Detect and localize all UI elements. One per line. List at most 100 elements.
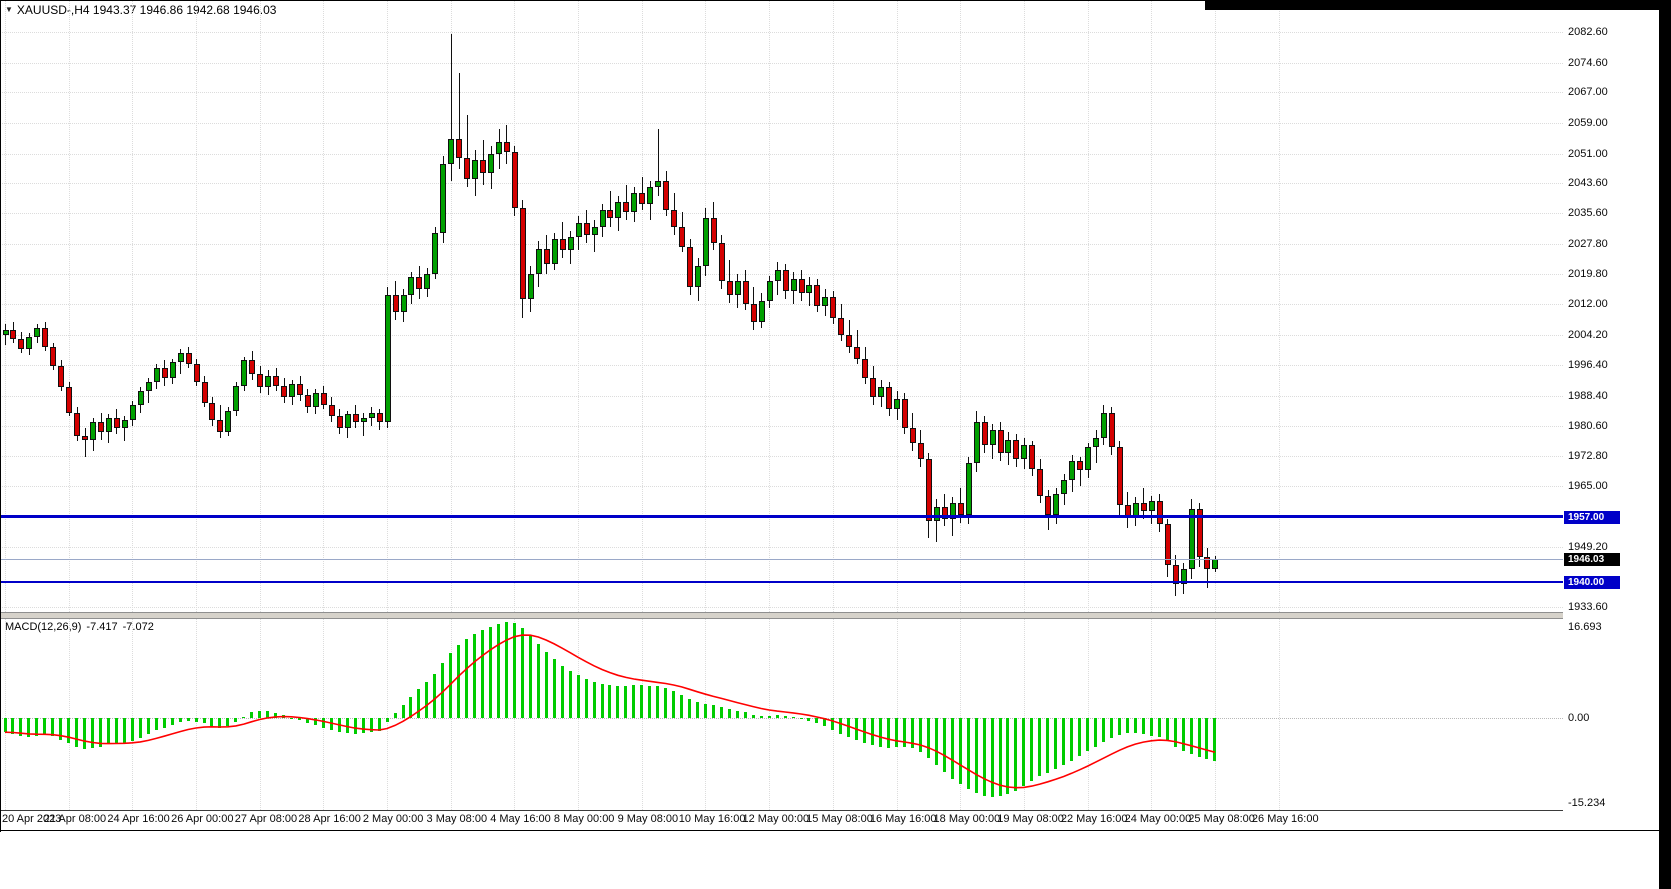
candle-body [575, 223, 582, 237]
macd-histogram-bar [1181, 717, 1185, 752]
macd-histogram-bar [727, 709, 731, 718]
candle-body [161, 368, 168, 378]
candle-body [663, 180, 670, 210]
candle-body [567, 236, 574, 251]
macd-histogram-bar [361, 717, 365, 734]
horizontal-gridline [0, 364, 1563, 366]
price-pane[interactable]: ▼ XAUUSD-,H4 1943.37 1946.86 1942.68 1946… [0, 0, 1563, 612]
macd-histogram-bar [305, 717, 309, 723]
macd-histogram-bar [608, 685, 612, 718]
candle-body [2, 329, 9, 336]
candle-body [217, 420, 224, 432]
time-axis[interactable]: 20 Apr 2023 21 Apr 08:00 24 Apr 16:00 26 Ap… [0, 811, 1563, 832]
macd-name: MACD(12,26,9) [5, 621, 82, 633]
vertical-gridline [1087, 0, 1089, 612]
candle-body [249, 360, 256, 374]
candle-wick [1079, 456, 1081, 486]
candle-body [312, 393, 319, 407]
macd-histogram-bar [242, 716, 246, 718]
macd-histogram-bar [353, 717, 357, 734]
horizontal-gridline [0, 213, 1563, 215]
macd-histogram-bar [19, 717, 23, 736]
macd-histogram-bar [624, 685, 628, 718]
macd-histogram-bar [321, 717, 325, 728]
macd-indicator-pane[interactable]: MACD(12,26,9) -7.417 -7.072 [0, 619, 1563, 810]
candle-body [209, 402, 216, 421]
price-axis-label: 2059.00 [1568, 117, 1608, 130]
macd-histogram-bar [67, 717, 71, 744]
macd-histogram-bar [497, 623, 501, 718]
candle-body [34, 327, 41, 338]
candle-body [1108, 412, 1115, 448]
vertical-gridline [896, 0, 898, 612]
candle-body [336, 416, 343, 428]
candle-body [480, 159, 487, 174]
macd-axis-label: 16.693 [1568, 621, 1602, 633]
candle-body [185, 352, 192, 365]
macd-histogram-bar [1117, 717, 1121, 736]
time-axis-label: 26 Apr 00:00 [171, 813, 234, 825]
horizontal-gridline [0, 32, 1563, 33]
horizontal-gridline [0, 334, 1563, 336]
macd-histogram-bar [1078, 717, 1082, 756]
macd-histogram-bar [226, 717, 230, 727]
vertical-gridline [68, 0, 70, 612]
candle-body [1061, 480, 1068, 494]
macd-histogram-bar [767, 715, 771, 718]
macd-histogram-bar [711, 704, 715, 718]
horizontal-line-object[interactable] [0, 581, 1563, 584]
vertical-gridline [1023, 0, 1025, 612]
price-axis[interactable]: 2082.60 2074.60 2067.00 2059.00 2051.00 2043.… [1563, 0, 1659, 832]
candle-body [129, 404, 136, 421]
candle-body [384, 294, 391, 423]
candle-body [121, 420, 128, 428]
candle-body [1196, 509, 1203, 558]
chart-dropdown-triangle-icon[interactable]: ▼ [5, 5, 13, 14]
candle-wick [594, 219, 596, 253]
macd-zero-line [0, 717, 1563, 719]
macd-histogram-bar [584, 679, 588, 718]
candle-body [798, 279, 805, 293]
macd-histogram-bar [290, 717, 294, 719]
macd-histogram-bar [210, 717, 214, 726]
candle-body [559, 238, 566, 251]
macd-histogram-bar [313, 717, 317, 726]
candle-body [281, 385, 288, 398]
macd-histogram-bar [950, 717, 954, 779]
symbol-ohlc-label: ▼ XAUUSD-,H4 1943.37 1946.86 1942.68 1946… [5, 3, 276, 17]
macd-histogram-bar [417, 689, 421, 718]
candle-body [432, 233, 439, 274]
price-axis-label: 1980.60 [1568, 419, 1608, 432]
vertical-gridline [1151, 619, 1153, 810]
time-axis-label: 18 May 00:00 [933, 813, 1001, 825]
horizontal-gridline [0, 92, 1563, 94]
candle-body [1045, 495, 1052, 515]
horizontal-line-object[interactable] [0, 515, 1563, 519]
macd-histogram-bar [425, 682, 429, 718]
macd-histogram-bar [807, 717, 811, 721]
hline-price-tag: 1957.00 [1564, 510, 1620, 524]
candle-body [400, 294, 407, 313]
candle-wick [625, 184, 627, 220]
candle-body [997, 429, 1004, 454]
macd-histogram-bar [11, 717, 15, 734]
candle-body [631, 192, 638, 212]
candle-body [909, 427, 916, 444]
macd-histogram-bar [982, 717, 986, 796]
time-axis-label: 19 May 08:00 [997, 813, 1064, 825]
candle-body [901, 399, 908, 428]
vertical-gridline [578, 0, 580, 612]
vertical-gridline [960, 0, 962, 612]
time-axis-label: 8 May 00:00 [553, 813, 615, 825]
candle-body [519, 208, 526, 299]
macd-histogram-bar [1165, 717, 1169, 742]
macd-histogram-bar [1038, 717, 1042, 777]
pane-separator[interactable] [0, 612, 1671, 619]
macd-histogram-bar [1101, 717, 1105, 743]
macd-histogram-bar [250, 712, 254, 718]
macd-histogram-bar [839, 717, 843, 734]
hline-price-tag: 1940.00 [1564, 576, 1620, 590]
vertical-gridline [769, 619, 771, 810]
vertical-gridline [960, 619, 962, 810]
horizontal-gridline [0, 485, 1563, 487]
